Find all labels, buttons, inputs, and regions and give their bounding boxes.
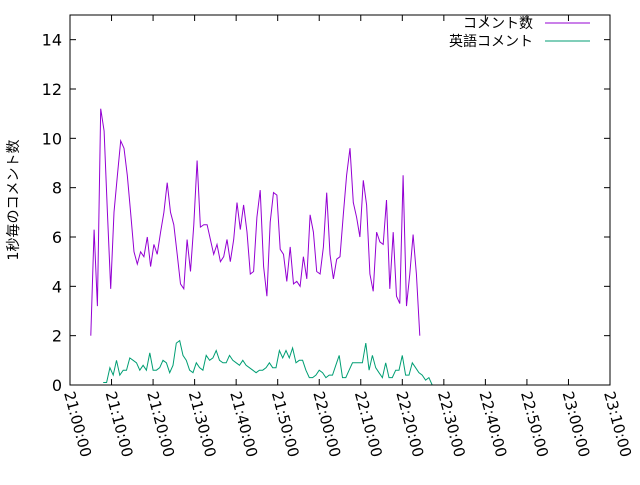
legend-label: 英語コメント <box>449 33 533 50</box>
series-line-0 <box>90 108 421 336</box>
y-tick-label: 10 <box>42 129 62 148</box>
y-tick-label: 6 <box>52 228 62 247</box>
plot-frame <box>69 14 611 386</box>
y-tick-label: 4 <box>52 277 62 296</box>
y-tick-label: 12 <box>42 80 62 99</box>
y-tick-label: 2 <box>52 327 62 346</box>
series-line-1 <box>103 339 433 386</box>
y-axis-label: 1秒毎のコメント数 <box>6 140 22 261</box>
legend-label: コメント数 <box>463 16 533 32</box>
series-layer <box>90 108 433 386</box>
y-axis: 0 2 4 6 8 10 12 14 <box>42 31 610 395</box>
y-tick-label: 14 <box>42 31 62 50</box>
y-tick-label: 8 <box>52 179 62 198</box>
y-tick-label: 0 <box>52 376 62 395</box>
